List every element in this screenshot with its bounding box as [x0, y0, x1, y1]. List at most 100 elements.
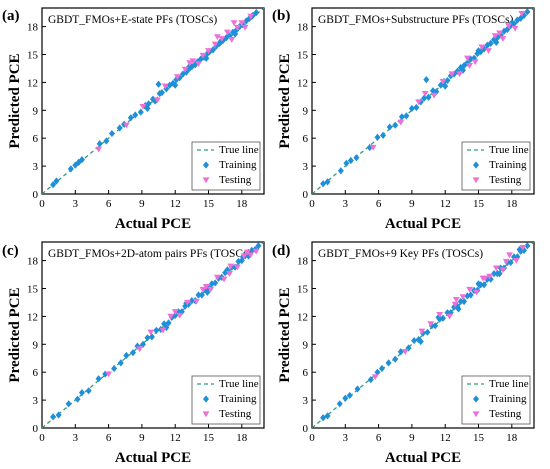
y-tick-label: 9 [303, 339, 309, 351]
panel-label: (c) [2, 243, 19, 259]
y-tick-label: 12 [297, 77, 308, 89]
x-tick-label: 9 [139, 198, 145, 210]
y-tick-label: 3 [303, 161, 309, 173]
y-tick-label: 12 [27, 311, 38, 323]
plot-area [312, 8, 534, 194]
legend-label: True line [489, 378, 529, 390]
y-tick-label: 0 [33, 423, 39, 435]
y-tick-label: 3 [303, 395, 309, 407]
legend-label: Testing [489, 408, 522, 420]
legend: True line Training Testing [461, 141, 531, 191]
axes-ticks: 0 3 6 9 12 15 18 0 3 6 9 12 15 18 [27, 22, 248, 210]
y-tick-label: 12 [297, 311, 308, 323]
panel-label: (b) [272, 8, 290, 24]
x-axis-label: Actual PCE [115, 216, 191, 232]
x-tick-label: 9 [409, 198, 415, 210]
x-tick-label: 0 [39, 432, 45, 444]
x-tick-label: 18 [506, 432, 518, 444]
axes-ticks: 0 3 6 9 12 15 18 0 3 6 9 12 15 18 [297, 22, 518, 210]
x-tick-label: 12 [440, 432, 451, 444]
y-tick-label: 6 [303, 133, 309, 145]
x-tick-label: 6 [106, 198, 112, 210]
panel-b: 0 3 6 9 12 15 18 0 3 6 9 12 15 18 Actual PCE Predicted … [272, 7, 535, 232]
x-tick-label: 15 [203, 198, 215, 210]
x-axis-label: Actual PCE [385, 450, 461, 466]
x-tick-label: 0 [309, 432, 315, 444]
y-tick-label: 6 [33, 367, 39, 379]
y-axis-label: Predicted PCE [277, 287, 293, 382]
y-tick-label: 15 [297, 50, 309, 62]
plot-area [42, 8, 264, 194]
y-tick-label: 15 [297, 284, 309, 296]
x-tick-label: 15 [203, 432, 215, 444]
x-tick-label: 12 [170, 198, 181, 210]
panel-d: 0 3 6 9 12 15 18 0 3 6 9 12 15 18 Actual PCE Predicted … [272, 241, 535, 466]
legend-label: True line [219, 144, 259, 156]
y-tick-label: 9 [33, 339, 39, 351]
x-tick-label: 12 [170, 432, 181, 444]
x-tick-label: 0 [309, 198, 315, 210]
x-tick-label: 3 [343, 432, 349, 444]
legend-box [191, 375, 261, 425]
y-tick-label: 0 [33, 189, 39, 201]
panel-title: GBDT_FMOs+9 Key PFs (TOSCs) [318, 248, 483, 260]
legend: True line Training Testing [191, 375, 261, 425]
axes-ticks: 0 3 6 9 12 15 18 0 3 6 9 12 15 18 [27, 256, 248, 444]
legend-label: Training [489, 159, 527, 171]
panel-title: GBDT_FMOs+2D-atom pairs PFs (TOSCs) [48, 248, 252, 260]
legend-label: Testing [489, 174, 522, 186]
legend-label: Training [219, 159, 257, 171]
legend: True line Training Testing [461, 375, 531, 425]
y-tick-label: 0 [303, 423, 309, 435]
y-tick-label: 6 [303, 367, 309, 379]
axes-ticks: 0 3 6 9 12 15 18 0 3 6 9 12 15 18 [297, 256, 518, 444]
x-tick-label: 15 [473, 432, 485, 444]
x-tick-label: 6 [106, 432, 112, 444]
x-tick-label: 9 [409, 432, 415, 444]
y-tick-label: 0 [303, 189, 309, 201]
x-tick-label: 3 [73, 198, 79, 210]
y-tick-label: 3 [33, 161, 39, 173]
x-axis-label: Actual PCE [115, 450, 191, 466]
legend-box [191, 141, 261, 191]
y-axis-label: Predicted PCE [7, 287, 23, 382]
x-tick-label: 3 [73, 432, 79, 444]
y-tick-label: 15 [27, 50, 39, 62]
x-tick-label: 15 [473, 198, 485, 210]
y-tick-label: 18 [27, 22, 39, 34]
y-tick-label: 9 [303, 105, 309, 117]
panel-title: GBDT_FMOs+Substructure PFs (TOSCs) [318, 14, 514, 26]
panel-label: (a) [2, 8, 20, 24]
legend: True line Training Testing [191, 141, 261, 191]
y-tick-label: 18 [297, 22, 309, 34]
x-tick-label: 12 [440, 198, 451, 210]
y-tick-label: 6 [33, 133, 39, 145]
y-tick-label: 18 [27, 256, 39, 268]
legend-label: Testing [219, 174, 252, 186]
y-tick-label: 18 [297, 256, 309, 268]
x-tick-label: 6 [376, 432, 382, 444]
panel-title: GBDT_FMOs+E-state PFs (TOSCs) [48, 14, 217, 26]
legend-label: Training [489, 393, 527, 405]
x-tick-label: 18 [236, 198, 248, 210]
legend-box [461, 141, 531, 191]
y-tick-label: 9 [33, 105, 39, 117]
y-tick-label: 15 [27, 284, 39, 296]
panel-label: (d) [272, 243, 290, 259]
x-tick-label: 3 [343, 198, 349, 210]
legend-label: Testing [219, 408, 252, 420]
panel-c: 0 3 6 9 12 15 18 0 3 6 9 12 15 18 Actual PCE Predicted … [2, 241, 265, 466]
plot-area [42, 242, 264, 428]
plot-area [312, 242, 534, 428]
legend-label: Training [219, 393, 257, 405]
y-tick-label: 3 [33, 395, 39, 407]
x-tick-label: 9 [139, 432, 145, 444]
x-axis-label: Actual PCE [385, 216, 461, 232]
x-tick-label: 18 [236, 432, 248, 444]
legend-label: True line [219, 378, 259, 390]
legend-box [461, 375, 531, 425]
y-axis-label: Predicted PCE [277, 53, 293, 148]
x-tick-label: 0 [39, 198, 45, 210]
panel-a: 0 3 6 9 12 15 18 0 3 6 9 12 15 18 Actual PCE Predicted … [2, 7, 265, 232]
